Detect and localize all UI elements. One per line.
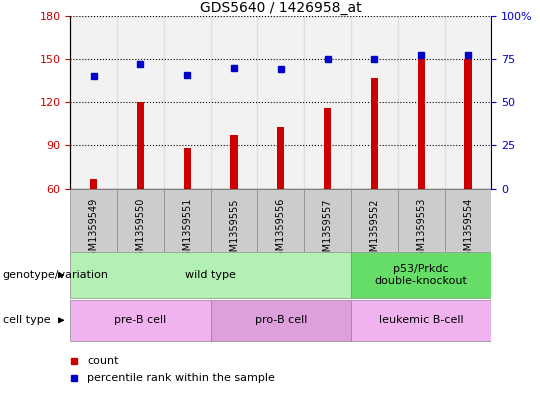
Text: GSM1359551: GSM1359551 [182,198,192,263]
Bar [464,59,471,189]
Bar [304,189,351,252]
Title: GDS5640 / 1426958_at: GDS5640 / 1426958_at [200,1,362,15]
Bar [137,102,144,189]
Bar [70,299,211,341]
Bar [304,16,351,189]
Bar [444,16,491,189]
Bar [70,16,117,189]
Text: GSM1359553: GSM1359553 [416,198,426,263]
Bar [70,189,117,252]
Text: GSM1359552: GSM1359552 [369,198,380,264]
Bar [351,16,398,189]
Text: genotype/variation: genotype/variation [3,270,109,280]
Bar [164,16,211,189]
Bar [164,189,211,252]
Bar [351,299,491,341]
Bar [444,189,491,252]
Bar [184,148,191,189]
Text: count: count [87,356,119,366]
Text: wild type: wild type [185,270,236,280]
Text: pre-B cell: pre-B cell [114,315,166,325]
Bar [258,189,304,252]
Bar [351,189,398,252]
Bar [398,16,444,189]
Text: GSM1359557: GSM1359557 [322,198,333,264]
Bar [211,16,258,189]
Text: GSM1359550: GSM1359550 [136,198,145,263]
Text: pro-B cell: pro-B cell [255,315,307,325]
Bar [258,16,304,189]
Text: leukemic B-cell: leukemic B-cell [379,315,463,325]
Text: p53/Prkdc
double-knockout: p53/Prkdc double-knockout [375,264,468,286]
Bar [231,135,238,189]
Text: GSM1359555: GSM1359555 [229,198,239,264]
Text: cell type: cell type [3,315,50,325]
Text: GSM1359554: GSM1359554 [463,198,473,263]
Bar [117,189,164,252]
Bar [398,189,444,252]
Bar [351,252,491,298]
Text: GSM1359549: GSM1359549 [89,198,99,263]
Bar [418,59,425,189]
Text: percentile rank within the sample: percentile rank within the sample [87,373,275,383]
Bar [90,178,97,189]
Bar [211,299,351,341]
Bar [371,78,378,189]
Text: GSM1359556: GSM1359556 [276,198,286,263]
Bar [117,16,164,189]
Bar [70,252,351,298]
Bar [278,127,285,189]
Bar [211,189,258,252]
Bar [324,108,331,189]
